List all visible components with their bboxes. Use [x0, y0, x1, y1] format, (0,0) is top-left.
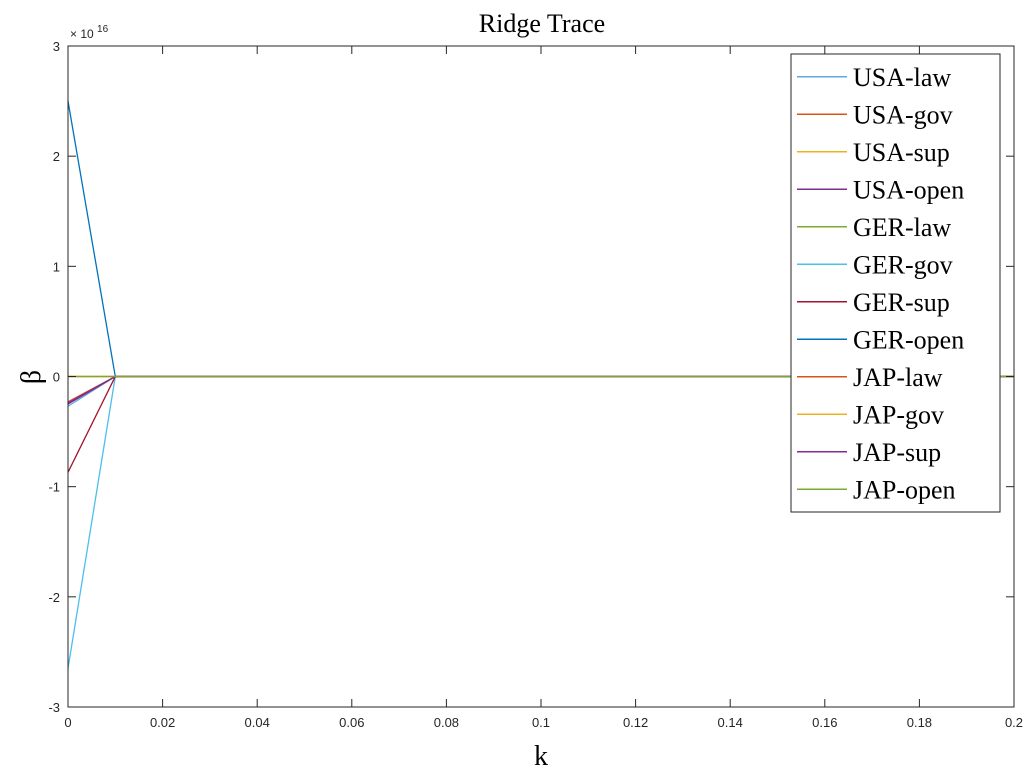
y-tick-label: 3 — [53, 39, 60, 54]
x-tick-label: 0.04 — [245, 715, 270, 730]
y-exponent-power: 16 — [97, 24, 109, 35]
legend-label: GER-open — [853, 325, 964, 354]
x-axis-ticks: 0 0.02 0.04 0.06 0.08 0.1 0.12 0.14 0.16 0.18 0.2 — [64, 46, 1023, 730]
y-tick-label: 0 — [53, 370, 60, 385]
y-tick-label: -3 — [48, 700, 60, 715]
legend-box — [790, 53, 1001, 513]
plot-frame — [67, 45, 1015, 708]
chart-title: Ridge Trace — [479, 9, 605, 38]
legend-label: JAP-gov — [853, 400, 944, 429]
x-tick-label: 0.18 — [907, 715, 932, 730]
x-tick-label: 0.08 — [434, 715, 459, 730]
y-axis-label: β — [16, 370, 47, 384]
legend-label: USA-sup — [853, 138, 950, 167]
y-exponent-label: × 10 16 — [70, 24, 109, 41]
legend-label: USA-law — [853, 63, 951, 92]
x-tick-label: 0.16 — [812, 715, 837, 730]
legend-label: GER-law — [853, 213, 951, 242]
x-tick-label: 0.1 — [532, 715, 550, 730]
x-tick-label: 0 — [64, 715, 71, 730]
legend-label: JAP-open — [853, 475, 956, 504]
x-tick-label: 0.02 — [150, 715, 175, 730]
legend-label: GER-sup — [853, 288, 950, 317]
legend-label: USA-gov — [853, 100, 953, 129]
legend-label: USA-open — [853, 175, 964, 204]
legend-label: GER-gov — [853, 250, 953, 279]
legend-label: JAP-law — [853, 363, 943, 392]
series-lines — [67, 100, 1014, 669]
legend-label: JAP-sup — [853, 438, 941, 467]
x-tick-label: 0.2 — [1005, 715, 1023, 730]
y-tick-label: 1 — [53, 259, 60, 274]
y-exponent-prefix: × 10 — [70, 27, 94, 41]
legend: USA-law USA-gov USA-sup USA-open GER-law GER-… — [790, 53, 1001, 513]
svg-text:× 10 16: × 10 16 — [70, 24, 109, 41]
y-tick-label: -2 — [48, 590, 60, 605]
x-tick-label: 0.06 — [339, 715, 364, 730]
y-tick-label: 2 — [53, 149, 60, 164]
x-tick-label: 0.12 — [623, 715, 648, 730]
y-tick-label: -1 — [48, 480, 60, 495]
x-tick-label: 0.14 — [718, 715, 743, 730]
x-axis-label: k — [534, 741, 548, 771]
